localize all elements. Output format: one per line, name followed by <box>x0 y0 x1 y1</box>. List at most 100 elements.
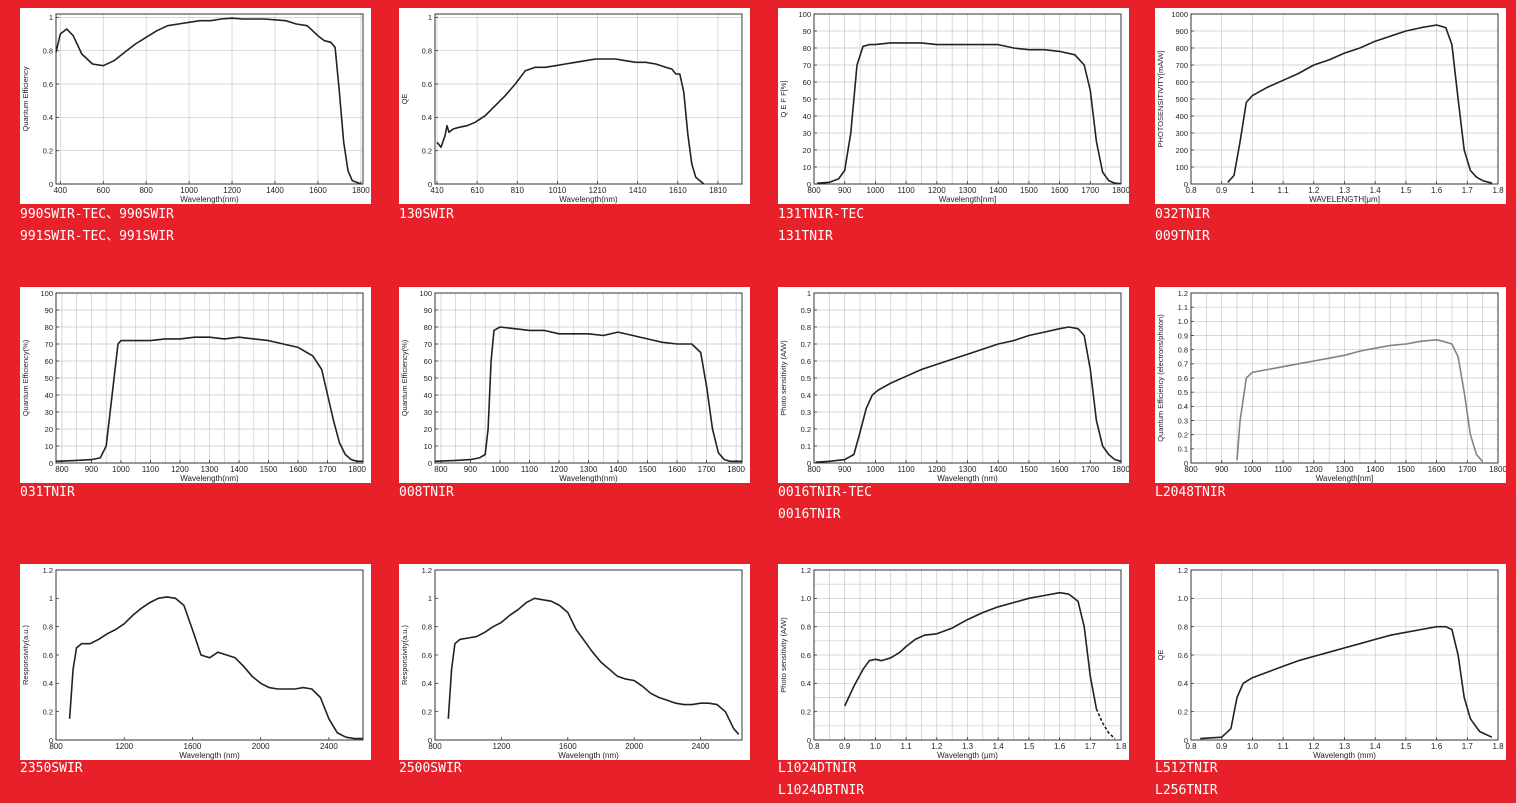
x-tick-label: 810 <box>511 186 525 195</box>
y-tick-label: 0.4 <box>422 679 432 688</box>
x-axis-label: Wavelength(nm) <box>559 474 618 483</box>
y-tick-label: 0.4 <box>43 113 53 122</box>
y-tick-label: 800 <box>1175 44 1188 53</box>
x-tick-label: 0.9 <box>839 742 851 751</box>
series-line-1 <box>1200 625 1493 740</box>
y-tick-label: 0.9 <box>801 306 811 315</box>
x-tick-label: 800 <box>807 186 821 195</box>
y-tick-label: 30 <box>803 129 811 138</box>
chart-svg: 0.8 0.9 1 1.1 1.2 1.3 1.4 1.5 1.6 1.7 1.8 0 100 200 30… <box>1156 10 1504 204</box>
y-tick-label: 0.2 <box>43 146 53 155</box>
x-axis-label: Wavelength (mm) <box>1313 751 1376 760</box>
y-tick-label: 90 <box>45 306 53 315</box>
x-tick-label: 1.3 <box>1339 742 1351 751</box>
y-tick-label: 0.4 <box>801 391 811 400</box>
y-tick-label: 90 <box>424 306 432 315</box>
x-tick-label: 1800 <box>1489 465 1506 474</box>
x-tick-label: 1.8 <box>1492 186 1504 195</box>
y-tick-label: 0 <box>1184 180 1188 189</box>
chart-caption-c6: 008TNIR <box>399 482 454 504</box>
x-axis-label: Wavelength(nm) <box>180 474 239 483</box>
chart-svg: 800 900 1000 1100 1200 1300 1400 1500 1600 1700 18… <box>779 10 1129 204</box>
y-tick-label: 1.0 <box>1178 594 1188 603</box>
y-tick-label: 70 <box>803 61 811 70</box>
chart-svg: 800 900 1000 1100 1200 1300 1400 1500 1600 1700 18… <box>779 289 1129 483</box>
y-tick-label: 0.8 <box>801 323 811 332</box>
chart-caption-c7: 0016TNIR-TEC 0016TNIR <box>778 482 872 526</box>
y-tick-label: 0.5 <box>801 374 811 383</box>
x-tick-label: 1600 <box>668 465 686 474</box>
x-tick-label: 1.4 <box>1370 742 1382 751</box>
y-tick-label: 80 <box>803 44 811 53</box>
x-tick-label: 1800 <box>1112 465 1129 474</box>
caption-line: 032TNIR <box>1155 207 1210 222</box>
chart-svg: 800 1200 1600 2000 2400 0 0.2 0.4 0.6 0.8 1 1.2 Wave… <box>21 566 364 760</box>
x-tick-label: 1.0 <box>1247 742 1259 751</box>
x-tick-label: 1500 <box>1397 465 1415 474</box>
y-axis-label: Responsivity(a.u.) <box>21 624 30 685</box>
y-tick-label: 0 <box>428 180 432 189</box>
x-tick-label: 1800 <box>727 465 745 474</box>
x-axis-label: Wavelength (nm) <box>937 474 998 483</box>
y-tick-label: 0.6 <box>1178 651 1188 660</box>
y-axis-label: QE <box>400 94 409 105</box>
x-tick-label: 1800 <box>348 465 366 474</box>
y-tick-label: 60 <box>803 78 811 87</box>
y-tick-label: 0.2 <box>422 146 432 155</box>
series-line-1 <box>817 42 1122 185</box>
x-tick-label: 1200 <box>492 742 510 751</box>
x-tick-label: 1700 <box>698 465 716 474</box>
x-tick-label: 1.2 <box>931 742 943 751</box>
y-tick-label: 0 <box>428 736 432 745</box>
caption-line: 131TNIR <box>778 229 833 244</box>
x-tick-label: 1000 <box>112 465 130 474</box>
y-axis-label: Q E F F[%] <box>779 80 788 117</box>
y-tick-label: 1 <box>807 289 811 298</box>
x-axis-label: Wavelength[nm] <box>939 195 997 204</box>
y-tick-label: 90 <box>803 27 811 36</box>
chart-panel-c10: 800 1200 1600 2000 2400 0 0.2 0.4 0.6 0.8 1 1.2 Wave… <box>399 564 750 760</box>
x-tick-label: 2000 <box>252 742 270 751</box>
y-tick-label: 500 <box>1175 95 1188 104</box>
y-tick-label: 100 <box>40 289 53 298</box>
chart-panel-c5: 800 900 1000 1100 1200 1300 1400 1500 1600 1700 18… <box>20 287 371 483</box>
x-tick-label: 1410 <box>629 186 647 195</box>
caption-line: 131TNIR-TEC <box>778 207 865 222</box>
y-tick-label: 0 <box>1184 736 1188 745</box>
y-tick-label: 1.0 <box>801 594 811 603</box>
x-tick-label: 1400 <box>609 465 627 474</box>
y-tick-label: 900 <box>1175 27 1188 36</box>
chart-caption-c2: 130SWIR <box>399 204 454 226</box>
x-tick-label: 1.1 <box>1278 186 1290 195</box>
x-tick-label: 400 <box>54 186 68 195</box>
y-tick-label: 1.2 <box>422 566 432 575</box>
y-tick-label: 1.2 <box>1178 289 1188 298</box>
x-axis-label: Wavelength (nm) <box>558 751 619 760</box>
y-tick-label: 0.4 <box>43 679 53 688</box>
y-tick-label: 0.8 <box>1178 622 1188 631</box>
y-tick-label: 0.5 <box>1178 388 1188 397</box>
x-tick-label: 1.5 <box>1023 742 1035 751</box>
caption-line: 991SWIR-TEC、991SWIR <box>20 229 174 244</box>
y-tick-label: 50 <box>803 95 811 104</box>
x-tick-label: 1.4 <box>1370 186 1382 195</box>
x-tick-label: 1.2 <box>1308 186 1320 195</box>
y-tick-label: 1 <box>428 13 432 22</box>
series-line-1 <box>815 326 1122 463</box>
x-tick-label: 1.4 <box>993 742 1005 751</box>
series-line-1 <box>1236 338 1484 463</box>
x-tick-label: 1610 <box>669 186 687 195</box>
x-tick-label: 1300 <box>959 186 977 195</box>
x-tick-label: 800 <box>49 742 63 751</box>
x-axis-label: Wavelength (μm) <box>937 751 998 760</box>
y-tick-label: 0.6 <box>43 80 53 89</box>
y-tick-label: 0.6 <box>422 80 432 89</box>
x-tick-label: 1810 <box>709 186 727 195</box>
y-tick-label: 400 <box>1175 112 1188 121</box>
caption-line: 009TNIR <box>1155 229 1210 244</box>
x-tick-label: 1.6 <box>1431 186 1443 195</box>
caption-line: L1024DBTNIR <box>778 783 865 798</box>
y-axis-label: Quantum Efficiency <box>21 66 30 131</box>
x-tick-label: 610 <box>470 186 484 195</box>
x-tick-label: 2000 <box>625 742 643 751</box>
